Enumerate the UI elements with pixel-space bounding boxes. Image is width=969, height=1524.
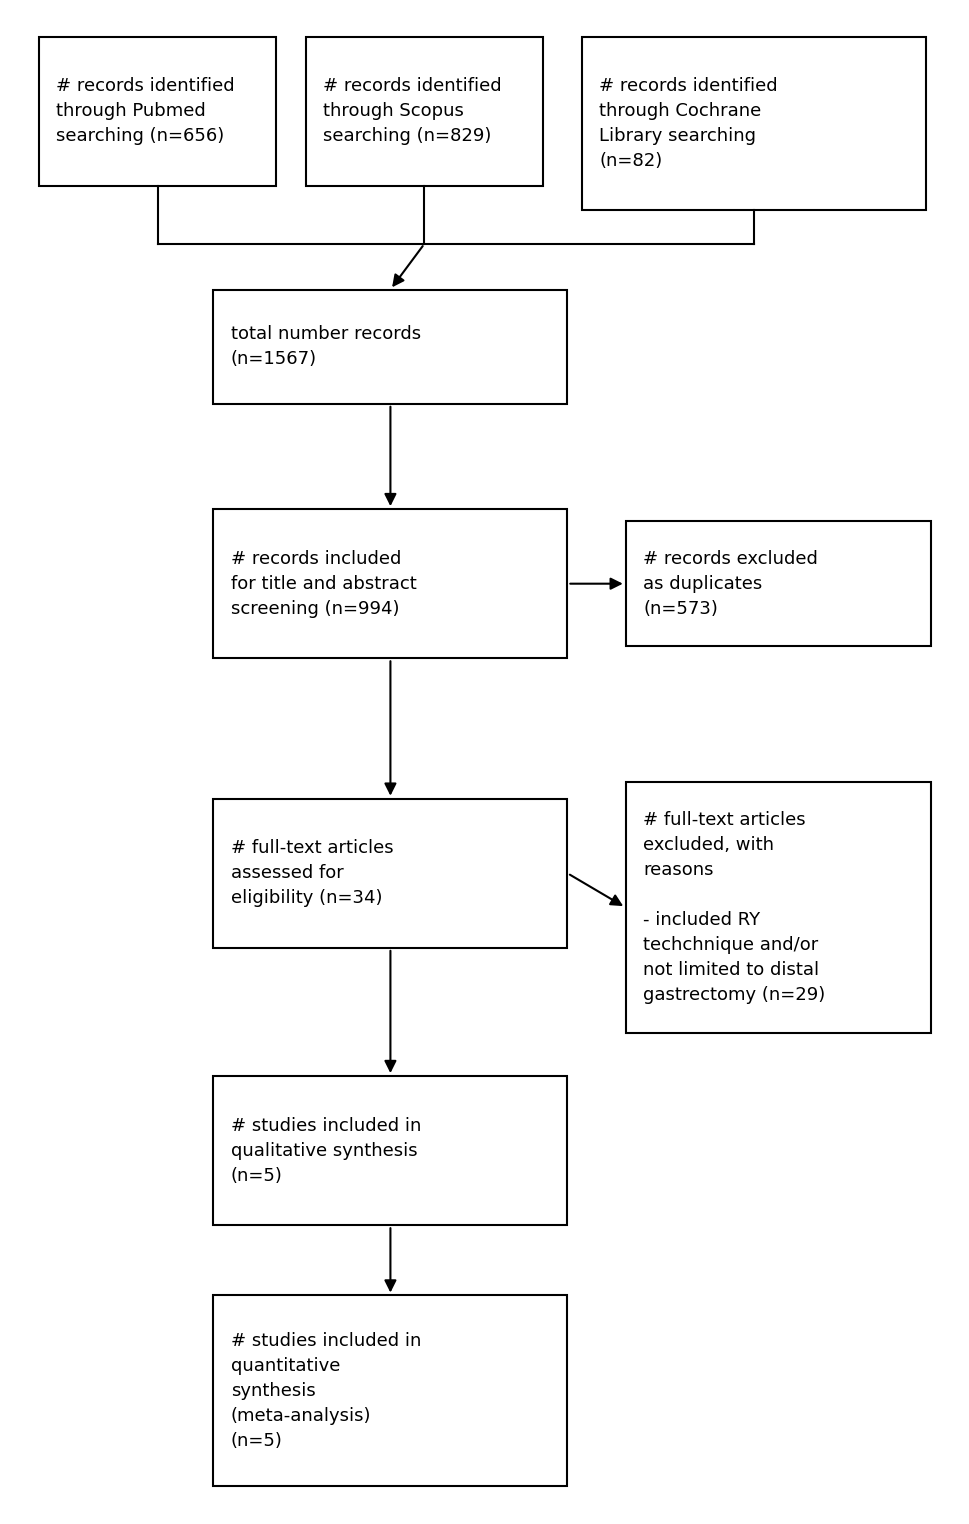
Text: # full-text articles
assessed for
eligibility (n=34): # full-text articles assessed for eligib… [231, 840, 393, 907]
FancyBboxPatch shape [581, 37, 925, 210]
FancyBboxPatch shape [625, 782, 930, 1033]
Text: # records identified
through Cochrane
Library searching
(n=82): # records identified through Cochrane Li… [599, 76, 777, 171]
Text: # records included
for title and abstract
screening (n=994): # records included for title and abstrac… [231, 550, 416, 617]
Text: # studies included in
qualitative synthesis
(n=5): # studies included in qualitative synthe… [231, 1117, 421, 1184]
FancyBboxPatch shape [213, 1295, 567, 1486]
FancyBboxPatch shape [213, 290, 567, 404]
Text: # records excluded
as duplicates
(n=573): # records excluded as duplicates (n=573) [642, 550, 817, 617]
FancyBboxPatch shape [625, 521, 930, 646]
Text: # records identified
through Scopus
searching (n=829): # records identified through Scopus sear… [323, 78, 501, 145]
Text: # records identified
through Pubmed
searching (n=656): # records identified through Pubmed sear… [56, 78, 234, 145]
FancyBboxPatch shape [213, 1076, 567, 1225]
Text: # studies included in
quantitative
synthesis
(meta-analysis)
(n=5): # studies included in quantitative synth… [231, 1332, 421, 1449]
FancyBboxPatch shape [39, 37, 276, 186]
FancyBboxPatch shape [305, 37, 543, 186]
Text: # full-text articles
excluded, with
reasons

- included RY
techchnique and/or
no: # full-text articles excluded, with reas… [642, 811, 825, 1004]
FancyBboxPatch shape [213, 509, 567, 658]
FancyBboxPatch shape [213, 799, 567, 948]
Text: total number records
(n=1567): total number records (n=1567) [231, 325, 421, 369]
